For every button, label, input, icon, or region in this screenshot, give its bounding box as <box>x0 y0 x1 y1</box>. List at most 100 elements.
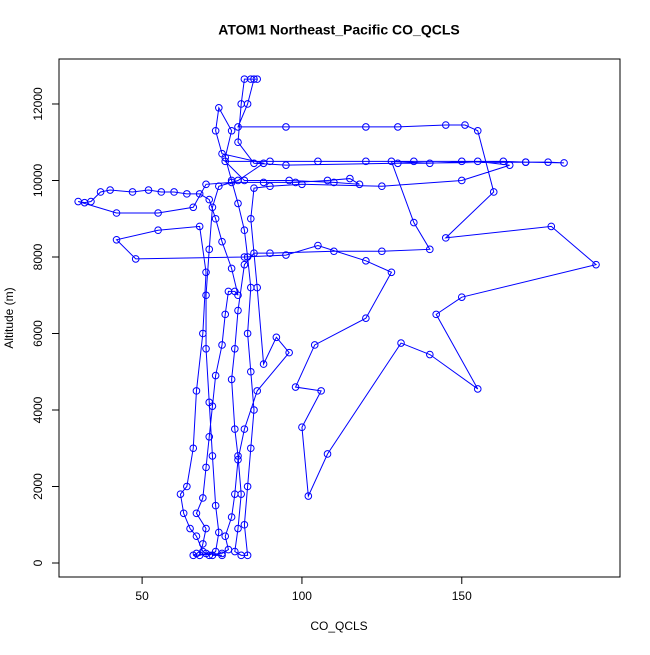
data-point <box>473 126 482 135</box>
data-point <box>240 253 249 261</box>
data-point <box>378 182 386 191</box>
data-point <box>362 123 370 131</box>
data-point <box>199 329 207 338</box>
data-point <box>199 540 207 548</box>
data-point <box>521 158 530 166</box>
data-point <box>547 222 556 231</box>
data-point <box>192 509 201 518</box>
data-point <box>243 329 252 338</box>
data-point <box>205 398 214 407</box>
data-point <box>202 524 210 533</box>
data-point <box>285 348 293 357</box>
data-point <box>205 195 214 204</box>
data-point <box>221 532 230 541</box>
chart-title: ATOM1 Northeast_Pacific CO_QCLS <box>218 22 459 38</box>
data-point <box>266 249 274 257</box>
data-point <box>202 463 210 472</box>
data-point <box>211 126 220 135</box>
data-point <box>131 255 140 263</box>
data-point <box>112 209 121 217</box>
data-point <box>224 545 233 554</box>
data-point <box>246 367 255 376</box>
data-point <box>362 157 370 166</box>
data-point <box>298 423 306 432</box>
x-axis-label: CO_QCLS <box>310 619 367 633</box>
data-point <box>234 524 242 533</box>
data-point <box>202 344 210 353</box>
data-point <box>285 176 293 185</box>
data-point <box>310 341 319 349</box>
data-point <box>227 513 236 521</box>
data-point <box>183 482 191 491</box>
data-point <box>192 549 201 558</box>
data-point <box>505 161 514 169</box>
x-tick-label: 100 <box>292 589 312 603</box>
data-point <box>489 188 498 196</box>
data-point <box>457 293 466 301</box>
data-point <box>205 432 214 441</box>
data-point <box>499 157 508 166</box>
data-point <box>544 158 552 166</box>
y-tick-label: 2000 <box>31 473 45 500</box>
data-point <box>291 383 300 391</box>
x-tick-label: 150 <box>452 589 472 603</box>
data-point <box>179 509 188 518</box>
data-point <box>426 350 434 359</box>
data-point <box>330 247 338 256</box>
data-point <box>250 159 258 168</box>
data-point <box>378 247 386 256</box>
x-tick-label: 50 <box>135 589 149 603</box>
data-point <box>208 203 217 212</box>
data-point <box>282 251 290 259</box>
data-point <box>259 360 268 368</box>
data-point <box>186 524 194 533</box>
y-tick-label: 4000 <box>31 396 45 423</box>
data-point <box>227 176 236 185</box>
data-point <box>170 188 178 196</box>
data-point <box>192 532 201 541</box>
data-point <box>211 214 220 223</box>
data-point <box>237 551 246 560</box>
data-point <box>250 249 258 257</box>
data-point <box>202 180 210 189</box>
data-point <box>473 385 482 393</box>
data-point <box>234 199 242 208</box>
data-point <box>215 182 223 191</box>
data-point <box>314 241 322 250</box>
data-point <box>432 310 440 319</box>
data-point <box>240 425 249 433</box>
data-point <box>183 190 191 198</box>
data-point <box>457 176 466 185</box>
y-tick-label: 8000 <box>31 243 45 270</box>
data-point <box>234 291 242 300</box>
data-point <box>243 253 252 261</box>
data-point <box>394 123 402 131</box>
data-point <box>282 161 290 169</box>
y-axis-label: Altitude (m) <box>2 287 16 348</box>
data-point <box>461 121 469 129</box>
data-point <box>387 268 396 277</box>
data-point <box>426 245 434 254</box>
data-point <box>199 494 207 502</box>
data-point <box>314 157 322 166</box>
data-point <box>176 490 185 498</box>
data-point <box>231 344 239 353</box>
data-point <box>234 123 242 131</box>
data-point <box>128 188 137 196</box>
data-point <box>231 425 239 433</box>
data-point <box>243 100 252 108</box>
data-point <box>218 237 226 246</box>
y-tick-label: 12000 <box>31 87 45 121</box>
data-point <box>253 75 261 83</box>
data-point <box>560 159 568 167</box>
data-point <box>215 104 223 112</box>
data-point <box>246 444 255 453</box>
data-point <box>259 159 268 168</box>
data-point <box>221 153 230 162</box>
data-point <box>426 159 434 168</box>
data-point <box>441 121 450 129</box>
data-point <box>253 283 261 292</box>
data-point <box>227 264 236 273</box>
data-point <box>221 157 230 166</box>
data-point <box>240 520 249 529</box>
